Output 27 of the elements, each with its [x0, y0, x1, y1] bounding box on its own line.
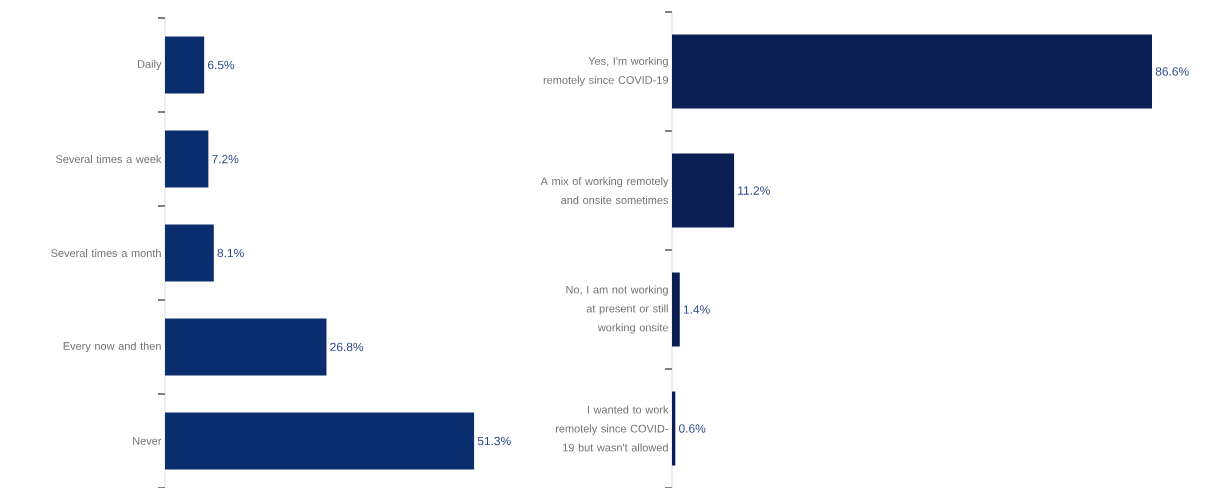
data-label: 51.3% — [477, 436, 511, 446]
y-tick-label: No, I am not working at present or still working onsite — [566, 285, 668, 334]
data-label: 0.6% — [679, 424, 706, 433]
data-label: 6.5% — [207, 60, 235, 70]
data-label: 11.2% — [738, 186, 770, 195]
data-label: 8.1% — [217, 248, 244, 258]
bar — [672, 272, 680, 347]
data-label: 1.4% — [683, 305, 710, 314]
bar — [165, 318, 327, 376]
data-label: 7.2% — [212, 154, 239, 164]
y-tick-label: Never — [133, 437, 162, 445]
y-tick-label: Every now and then — [63, 341, 161, 353]
data-label: 26.8% — [330, 342, 364, 352]
y-tick-label: Yes, I'm working remotely since COVID-19 — [543, 56, 668, 87]
y-tick-label: Several times a month — [51, 248, 161, 258]
bar — [165, 130, 209, 188]
bar — [672, 34, 1153, 109]
y-tick-label: Daily — [138, 59, 162, 71]
data-label: 86.6% — [1155, 67, 1189, 76]
bar — [672, 153, 735, 228]
y-tick-label: A mix of working remotely and onsite sometimes — [540, 177, 669, 204]
bar — [165, 224, 214, 282]
y-tick-label: I wanted to work remotely since COVID-19 but wasn't allowed — [555, 405, 669, 452]
y-tick-label: Several times a week — [56, 154, 162, 164]
bar — [165, 36, 205, 94]
bar — [672, 391, 676, 466]
bar — [165, 412, 475, 470]
